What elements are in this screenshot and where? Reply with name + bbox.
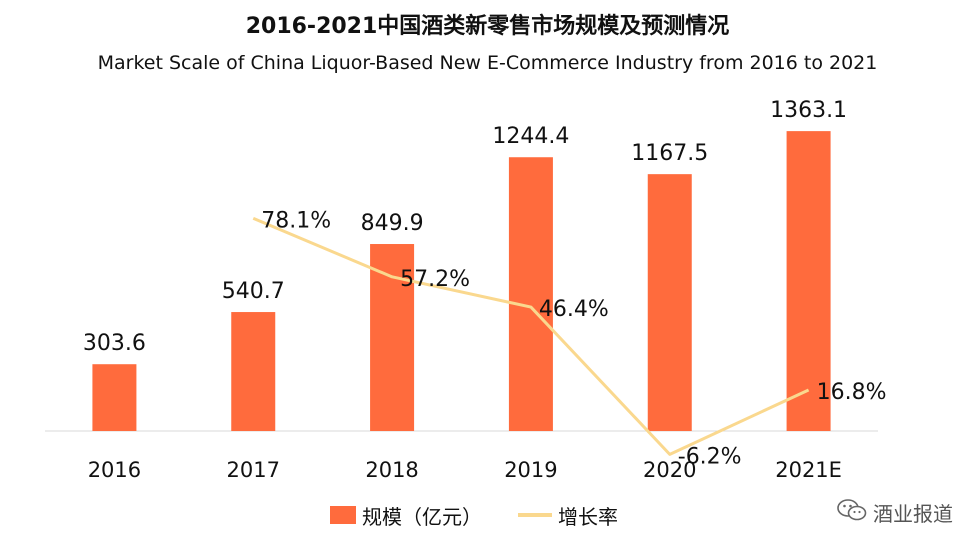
bar-2018 <box>370 244 415 431</box>
bar-value-label-2020: 1167.5 <box>631 141 708 166</box>
x-tick-label-2017: 2017 <box>227 458 280 482</box>
chart-title: 2016-2021中国酒类新零售市场规模及预测情况 <box>245 14 730 39</box>
bar-2016 <box>92 364 137 431</box>
bar-value-label-2017: 540.7 <box>222 279 285 304</box>
watermark: 酒业报道 <box>837 498 953 527</box>
legend-item-bar: 规模（亿元） <box>330 501 482 530</box>
bar-2020 <box>647 174 692 431</box>
growth-rate-line <box>252 216 810 456</box>
growth-rate-label-2017: 78.1% <box>261 208 331 233</box>
growth-rate-label-2018: 57.2% <box>400 267 470 292</box>
growth-rate-label-2020: -6.2% <box>678 444 742 469</box>
bar-value-label-2016: 303.6 <box>83 331 146 356</box>
legend-item-line: 增长率 <box>518 501 618 530</box>
bar-2021E <box>786 131 831 432</box>
bar-2017 <box>231 312 276 431</box>
bar-2019 <box>508 157 553 431</box>
legend-swatch-bar <box>330 506 356 524</box>
legend-swatch-line <box>518 513 552 517</box>
chart-subtitle: Market Scale of China Liquor-Based New E… <box>97 52 878 74</box>
x-tick-label-2020: 2020 <box>643 458 696 482</box>
bar-value-label-2018: 849.9 <box>361 211 424 236</box>
growth-rate-label-2021E: 16.8% <box>817 380 887 405</box>
legend: 规模（亿元） 增长率 <box>330 500 654 530</box>
x-tick-label-2016: 2016 <box>88 458 141 482</box>
legend-label-bar: 规模（亿元） <box>362 504 482 529</box>
wechat-icon <box>837 498 867 527</box>
x-tick-label-2018: 2018 <box>365 458 418 482</box>
x-tick-label-2019: 2019 <box>504 458 557 482</box>
bar-value-label-2021E: 1363.1 <box>770 98 847 123</box>
bar-value-label-2019: 1244.4 <box>492 124 569 149</box>
legend-label-line: 增长率 <box>558 504 618 529</box>
watermark-text: 酒业报道 <box>873 502 953 526</box>
x-tick-label-2021E: 2021E <box>775 458 842 482</box>
growth-rate-label-2019: 46.4% <box>539 297 609 322</box>
